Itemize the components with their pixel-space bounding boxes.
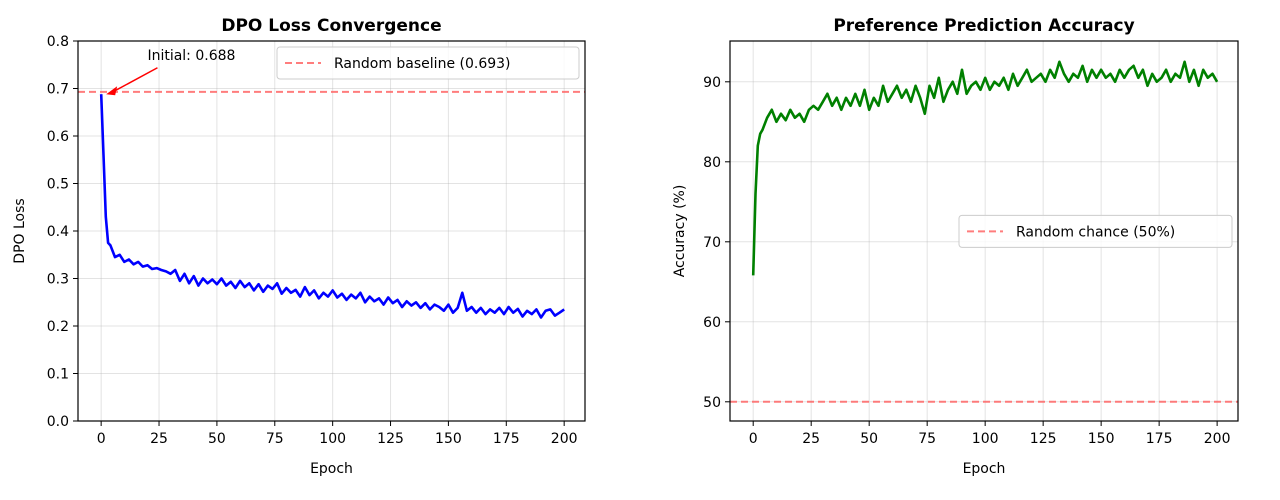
annotation-arrow-head (106, 86, 118, 96)
x-tick-label: 100 (972, 431, 999, 447)
loss-chart: DPO Loss Convergence 0 25 50 75 100 125 150 175 2… (12, 16, 586, 477)
accuracy-chart: Preference Prediction Accuracy 0 25 50 75 100… (672, 16, 1239, 477)
plot-frame (77, 40, 586, 422)
x-tick-label: 125 (377, 431, 404, 447)
annotation-text: Initial: 0.688 (147, 48, 235, 64)
x-axis-label: Epoch (310, 461, 353, 477)
series-line-accuracy (751, 60, 1219, 276)
x-tick-label: 175 (493, 431, 520, 447)
legend-label: Random chance (50%) (1016, 224, 1175, 240)
chart-title: DPO Loss Convergence (221, 16, 441, 36)
legend: Random baseline (0.693) (276, 46, 580, 80)
x-tick-label: 125 (1030, 431, 1057, 447)
plot-frame (729, 40, 1239, 422)
y-axis-label: Accuracy (%) (672, 185, 688, 278)
y-tick-label: 60 (703, 315, 721, 331)
x-tick-label: 25 (150, 431, 168, 447)
annotation-arrow-shaft (113, 67, 158, 92)
chart-title: Preference Prediction Accuracy (833, 16, 1134, 36)
x-tick-label: 0 (749, 431, 758, 447)
legend-box (276, 46, 580, 80)
y-tick-label: 0.7 (47, 82, 69, 98)
y-tick-label: 0.4 (47, 224, 69, 240)
x-tick-label: 25 (802, 431, 820, 447)
y-tick-label: 0.1 (47, 367, 69, 383)
legend-label: Random baseline (0.693) (334, 56, 511, 72)
y-tick-label: 0.0 (47, 414, 69, 430)
x-tick-label: 75 (266, 431, 284, 447)
y-axis-label: DPO Loss (12, 198, 28, 263)
x-tick-label: 150 (1088, 431, 1115, 447)
series-line-dpo-loss (99, 94, 565, 319)
x-tick-label: 175 (1146, 431, 1173, 447)
y-tick-label: 50 (703, 395, 721, 411)
x-tick-label: 0 (97, 431, 106, 447)
y-tick-label: 0.2 (47, 319, 69, 335)
x-tick-label: 50 (208, 431, 226, 447)
x-tick-label: 200 (1204, 431, 1231, 447)
x-tick-label: 50 (860, 431, 878, 447)
y-tick-label: 0.6 (47, 129, 69, 145)
x-tick-label: 75 (918, 431, 936, 447)
legend: Random chance (50%) (958, 214, 1233, 248)
y-tick-label: 90 (703, 75, 721, 91)
x-tick-label: 100 (319, 431, 346, 447)
y-tick-label: 0.3 (47, 272, 69, 288)
y-tick-label: 80 (703, 155, 721, 171)
y-tick-label: 0.5 (47, 177, 69, 193)
legend-box (958, 214, 1233, 248)
y-tick-label: 0.8 (47, 34, 69, 50)
y-tick-label: 70 (703, 235, 721, 251)
x-axis-label: Epoch (963, 461, 1006, 477)
x-tick-label: 150 (435, 431, 462, 447)
x-tick-label: 200 (551, 431, 578, 447)
